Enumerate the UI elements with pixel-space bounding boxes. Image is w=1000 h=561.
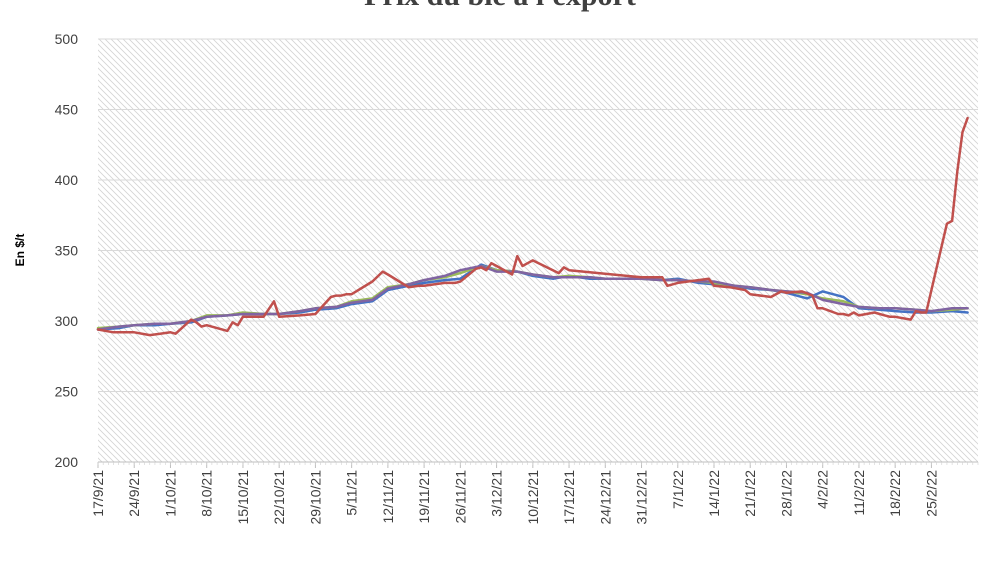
- x-tick-label: 17/12/21: [561, 470, 577, 525]
- y-tick-label: 350: [55, 243, 79, 259]
- x-tick-label: 17/9/21: [90, 470, 106, 517]
- y-axis-title: En $/t: [13, 234, 27, 267]
- x-tick-label: 15/10/21: [235, 470, 251, 525]
- x-tick-label: 12/11/21: [380, 470, 396, 524]
- x-tick-label: 29/10/21: [307, 470, 323, 525]
- y-tick-label: 400: [55, 172, 79, 188]
- y-tick-label: 450: [55, 102, 79, 118]
- y-axis: 200 250 300 350 400 450 500: [55, 31, 79, 470]
- chart-title: Prix du blé à l'export: [0, 0, 1000, 13]
- x-tick-label: 21/1/22: [742, 470, 758, 517]
- x-tick-label: 28/1/22: [778, 470, 794, 517]
- y-tick-label: 500: [55, 31, 79, 47]
- x-tick-label: 5/11/21: [344, 470, 360, 516]
- x-tick-label: 18/2/22: [887, 470, 903, 517]
- y-tick-label: 200: [55, 454, 79, 470]
- x-tick-label: 19/11/21: [416, 470, 432, 524]
- x-tick-label: 14/1/22: [706, 470, 722, 517]
- series-line-4: [96, 116, 969, 337]
- x-tick-label: 26/11/21: [452, 470, 468, 524]
- x-tick-label: 22/10/21: [271, 470, 287, 525]
- x-tick-label: 4/2/22: [815, 470, 831, 509]
- x-tick-label: 7/1/22: [670, 470, 686, 509]
- series-line-3: [96, 264, 969, 331]
- x-tick-label: 1/10/21: [162, 470, 178, 517]
- x-tick-label: 25/2/22: [923, 470, 939, 517]
- x-tick-label: 31/12/21: [634, 470, 650, 525]
- x-tick-label: 24/12/21: [597, 470, 613, 525]
- x-tick-label: 10/12/21: [525, 470, 541, 525]
- x-axis: 17/9/21 24/9/21 1/10/21 8/10/21 15/10/21 22/1…: [90, 461, 979, 525]
- y-tick-label: 300: [55, 313, 79, 329]
- x-tick-label: 24/9/21: [126, 470, 142, 517]
- series-lines: [96, 116, 969, 337]
- x-tick-label: 3/12/21: [489, 470, 505, 517]
- x-tick-label: 11/2/22: [851, 470, 867, 516]
- x-tick-label: 8/10/21: [199, 470, 215, 517]
- y-tick-label: 250: [55, 384, 79, 400]
